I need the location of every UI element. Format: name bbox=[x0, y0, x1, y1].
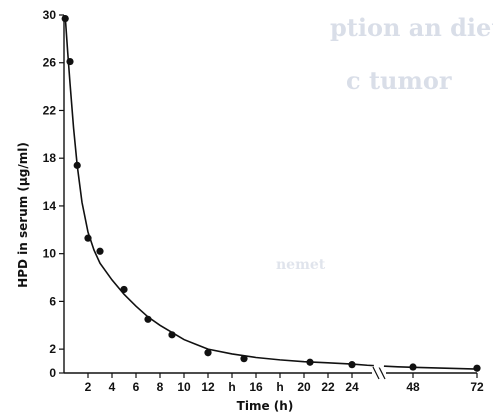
x-axis-tick-label: 6 bbox=[133, 380, 140, 394]
background-bleed: ption an diet c tumor nemet bbox=[276, 13, 493, 273]
x-axis-tick-label: 10 bbox=[177, 380, 191, 394]
data-point bbox=[306, 358, 314, 366]
data-point bbox=[409, 363, 417, 371]
x-axis-tick-label: 2 bbox=[85, 380, 92, 394]
data-point bbox=[120, 285, 128, 294]
x-axis-tick-label: 24 bbox=[345, 380, 359, 394]
data-point bbox=[144, 315, 152, 323]
x-axis-tick-label: 12 bbox=[201, 380, 215, 394]
data-point bbox=[168, 331, 176, 339]
data-point bbox=[240, 355, 248, 363]
y-axis-tick-label: 30 bbox=[43, 8, 57, 22]
x-axis-tick-label: 4 bbox=[109, 380, 116, 394]
x-axis-tick-label: 48 bbox=[406, 380, 420, 394]
y-axis-tick-label: 2 bbox=[49, 342, 56, 356]
y-axis-label: HPD in serum (μg/ml) bbox=[16, 142, 30, 288]
fit-curve bbox=[64, 16, 478, 370]
axis-break-mark-left bbox=[372, 366, 380, 380]
bleed-text-lower: nemet bbox=[276, 257, 326, 273]
bleed-text-top: ption an diet bbox=[330, 13, 493, 42]
data-point bbox=[84, 234, 92, 242]
y-axis-tick-label: 22 bbox=[43, 103, 57, 117]
data-point bbox=[473, 364, 481, 372]
y-axis-tick-label: 26 bbox=[43, 56, 57, 70]
y-axis-tick-label: 10 bbox=[43, 247, 57, 261]
x-axis-tick-label: 20 bbox=[297, 380, 311, 394]
data-point bbox=[66, 57, 74, 66]
x-axis-tick-label: 8 bbox=[157, 380, 164, 394]
bleed-text-middle: c tumor bbox=[346, 66, 452, 95]
y-axis-tick-label: 0 bbox=[49, 366, 56, 380]
curve-break-gap bbox=[373, 361, 385, 369]
data-point bbox=[96, 247, 104, 255]
y-axis-tick-label: 18 bbox=[43, 151, 57, 165]
data-point bbox=[61, 14, 69, 23]
x-axis-tick-label: h bbox=[228, 380, 235, 394]
x-axis-tick-label: h bbox=[276, 380, 283, 394]
data-point bbox=[204, 349, 212, 357]
x-axis-tick-label: 22 bbox=[321, 380, 335, 394]
x-axis-tick-label: 16 bbox=[249, 380, 263, 394]
data-point bbox=[348, 361, 356, 369]
y-axis-tick-label: 14 bbox=[43, 199, 57, 213]
x-axis-label: Time (h) bbox=[237, 399, 294, 413]
x-axis-tick-label: 72 bbox=[470, 380, 484, 394]
y-axis-tick-label: 6 bbox=[49, 294, 56, 308]
axis-break-mark-right bbox=[378, 366, 386, 380]
data-point bbox=[73, 161, 81, 169]
